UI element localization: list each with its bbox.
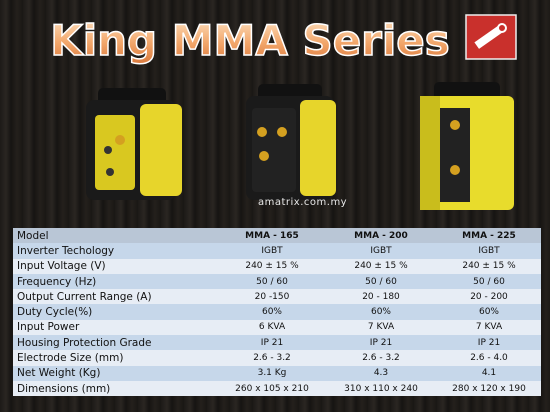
spec-row: Dimensions (mm) 260 x 105 x 210 310 x 110 … (13, 380, 541, 397)
title: King MMA Series (50, 16, 450, 65)
cell: IP 21 (325, 335, 433, 351)
row-label: Input Voltage (V) (13, 258, 215, 274)
spec-row: Inverter Techology IGBT IGBT IGBT (13, 243, 541, 259)
cell: MMA - 200 (325, 228, 433, 244)
cell: IP 21 (215, 335, 325, 351)
cell: 20 - 200 (433, 289, 541, 305)
spec-row: Output Current Range (A) 20 -150 20 - 180 2… (13, 289, 541, 305)
welder-1 (86, 88, 182, 200)
welder-3 (420, 82, 514, 210)
cell: 50 / 60 (215, 273, 325, 290)
row-label: Model (13, 228, 215, 244)
cell: MMA - 225 (433, 228, 541, 244)
cell: 20 -150 (215, 289, 325, 305)
cell: 2.6 - 4.0 (433, 350, 541, 366)
logo-icon (465, 14, 517, 60)
cell: 4.1 (433, 365, 541, 381)
cell: 4.3 (325, 365, 433, 381)
cell: 20 - 180 (325, 289, 433, 305)
spec-row: Input Power 6 KVA 7 KVA 7 KVA (13, 319, 541, 336)
header-row: Model MMA - 165 MMA - 200 MMA - 225 (13, 228, 541, 244)
cell: IGBT (325, 243, 433, 259)
spec-row: Electrode Size (mm) 2.6 - 3.2 2.6 - 3.2 2.6… (13, 350, 541, 366)
cell: 3.1 Kg (215, 365, 325, 381)
row-label: Input Power (13, 319, 215, 336)
cell: 310 x 110 x 240 (325, 380, 433, 397)
cell: 7 KVA (325, 319, 433, 336)
cell: IGBT (433, 243, 541, 259)
row-label: Housing Protection Grade (13, 335, 215, 351)
cell: 60% (215, 304, 325, 320)
row-label: Output Current Range (A) (13, 289, 215, 305)
cell: 50 / 60 (325, 273, 433, 290)
spec-row: Frequency (Hz) 50 / 60 50 / 60 50 / 60 (13, 273, 541, 290)
row-label: Frequency (Hz) (13, 273, 215, 290)
spec-table: Model MMA - 165 MMA - 200 MMA - 225 Inverter… (13, 228, 541, 397)
spec-row: Housing Protection Grade IP 21 IP 21 IP 21 (13, 335, 541, 351)
cell: 240 ± 15 % (433, 258, 541, 274)
artwork: King MMA Series (49, 14, 517, 210)
row-label: Net Weight (Kg) (13, 365, 215, 381)
cell: 50 / 60 (433, 273, 541, 290)
row-label: Dimensions (mm) (13, 380, 215, 397)
cell: 260 x 105 x 210 (215, 380, 325, 397)
cell: IGBT (215, 243, 325, 259)
cell: 280 x 120 x 190 (433, 380, 541, 397)
spec-row: Input Voltage (V) 240 ± 15 % 240 ± 15 % 240… (13, 258, 541, 274)
cell: 240 ± 15 % (215, 258, 325, 274)
watermark: amatrix.com.my (258, 197, 348, 208)
cell: IP 21 (433, 335, 541, 351)
cell: 240 ± 15 % (325, 258, 433, 274)
spec-row: Net Weight (Kg) 3.1 Kg 4.3 4.1 (13, 365, 541, 381)
cell: MMA - 165 (215, 228, 325, 244)
spec-row: Duty Cycle(%) 60% 60% 60% (13, 304, 541, 320)
cell: 60% (433, 304, 541, 320)
welder-2 (246, 84, 336, 200)
row-label: Electrode Size (mm) (13, 350, 215, 366)
row-label: Inverter Techology (13, 243, 215, 259)
cell: 2.6 - 3.2 (215, 350, 325, 366)
cell: 2.6 - 3.2 (325, 350, 433, 366)
cell: 7 KVA (433, 319, 541, 336)
cell: 60% (325, 304, 433, 320)
cell: 6 KVA (215, 319, 325, 336)
row-label: Duty Cycle(%) (13, 304, 215, 320)
